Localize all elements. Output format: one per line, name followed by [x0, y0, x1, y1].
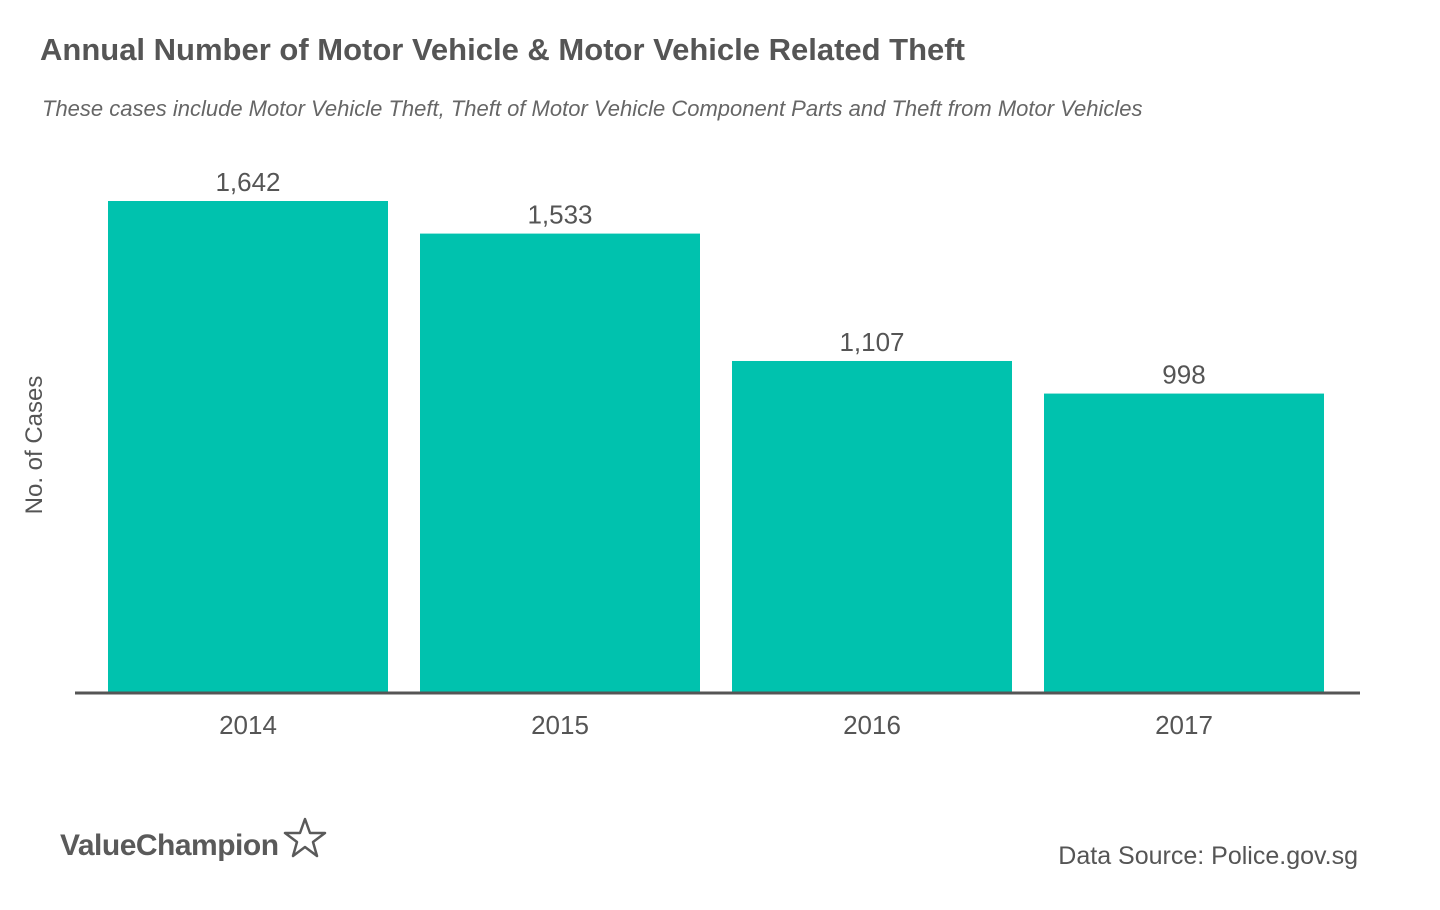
chart-subtitle: These cases include Motor Vehicle Theft,… — [42, 96, 1143, 121]
value-label-2017: 998 — [1162, 360, 1205, 390]
value-label-2014: 1,642 — [215, 167, 280, 197]
brand-logo-text: ValueChampion — [60, 828, 279, 862]
value-labels-group: 1,642 1,533 1,107 998 — [215, 167, 1205, 390]
star-outline-icon — [283, 816, 327, 865]
data-source: Data Source: Police.gov.sg — [1058, 842, 1358, 870]
value-label-2016: 1,107 — [839, 327, 904, 357]
value-label-2015: 1,533 — [527, 200, 592, 230]
bar-2015 — [420, 233, 700, 692]
chart-title: Annual Number of Motor Vehicle & Motor V… — [40, 32, 965, 67]
bars-group — [108, 201, 1324, 692]
bar-2017 — [1044, 393, 1324, 692]
x-tick-label-2016: 2016 — [843, 710, 901, 740]
x-tick-label-2014: 2014 — [219, 710, 277, 740]
x-tick-label-2015: 2015 — [531, 710, 589, 740]
x-tick-labels-group: 2014 2015 2016 2017 — [219, 710, 1213, 740]
bar-2016 — [732, 360, 1012, 692]
bar-2014 — [108, 201, 388, 692]
y-axis-label: No. of Cases — [21, 376, 48, 515]
brand-logo: ValueChampion — [60, 817, 327, 865]
x-tick-label-2017: 2017 — [1155, 710, 1213, 740]
